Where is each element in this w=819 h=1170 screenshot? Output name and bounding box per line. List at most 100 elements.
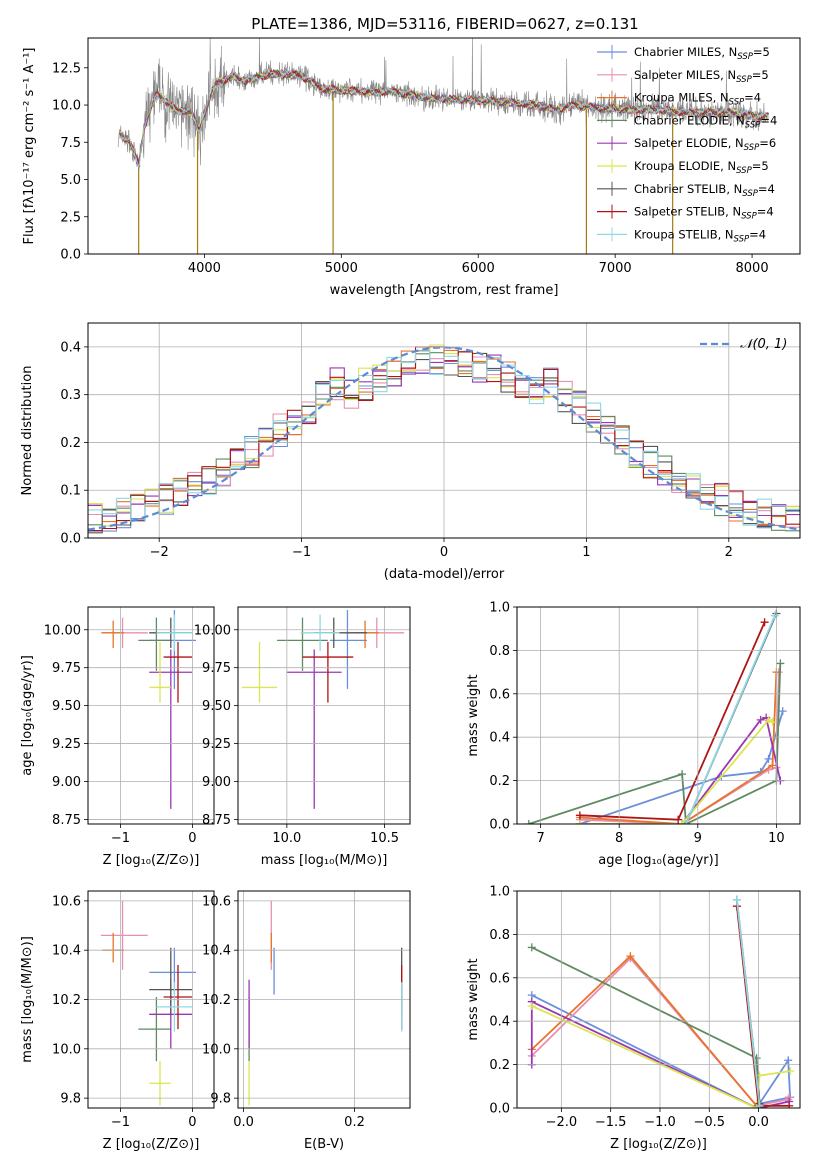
legend-count: =5 — [752, 68, 769, 82]
weight-point-kroupa_stelib — [770, 611, 779, 620]
legend-count: =4 — [749, 227, 766, 241]
y-tick-label: 0.8 — [489, 644, 510, 659]
weight-line-chabrier_miles — [579, 710, 784, 824]
panel-age_vs_mass: 10.0 10.5 8.75 9.00 9.25 9.50 9.75 10.00 mass [l… — [194, 606, 411, 868]
y-axis-label: mass weight — [466, 674, 481, 756]
y-tick-label: 5.0 — [60, 173, 81, 188]
x-tick-label: −2 — [150, 545, 169, 560]
y-tick-label: 0.3 — [60, 388, 81, 403]
legend-count: =4 — [744, 91, 761, 105]
y-tick-label: 12.5 — [52, 61, 81, 76]
y-tick-label: 10.00 — [194, 623, 231, 638]
x-tick-label: 9 — [694, 831, 702, 846]
weight-point-salpeter_stelib — [760, 618, 769, 627]
legend-count: =4 — [760, 113, 777, 127]
x-axis-label: mass [log₁₀(M/M⊙)] — [261, 853, 388, 868]
x-tick-label: 7000 — [599, 261, 632, 276]
legend-subscript: SSP — [736, 166, 752, 176]
model-line-chabrier_stelib — [119, 69, 769, 164]
plot-area-age_vs_Z — [100, 610, 196, 809]
x-tick-label: 4000 — [188, 261, 221, 276]
x-tick-label: −0.5 — [693, 1115, 725, 1130]
y-tick-label: 9.25 — [52, 737, 81, 752]
legend-subscript: SSP — [736, 75, 752, 85]
legend-text: Kroupa STELIB, N — [634, 227, 734, 241]
model-line-kroupa_stelib — [119, 69, 769, 169]
x-axis-label: (data-model)/error — [384, 567, 505, 582]
y-tick-label: 10.4 — [202, 944, 231, 959]
axes-frame — [87, 606, 215, 825]
y-tick-label: 0.2 — [60, 436, 81, 451]
legend-subscript: SSP — [744, 143, 760, 153]
y-tick-label: 0.8 — [489, 928, 510, 943]
y-tick-label: 9.50 — [202, 699, 231, 714]
y-tick-label: 1.0 — [489, 885, 510, 900]
legend-subscript: SSP — [729, 98, 745, 108]
legend-label: Salpeter STELIB, NSSP=4 — [634, 205, 774, 222]
axes-frame — [237, 606, 411, 825]
x-tick-label: 0.0 — [233, 1115, 254, 1130]
x-tick-label: −1 — [111, 831, 130, 846]
panel-spectrum: 4000 5000 6000 7000 8000 0.0 2.5 5.0 7.5 10.0 12.5… — [22, 37, 801, 298]
plot-area-mass_vs_Z — [100, 900, 196, 1106]
weight-point-kroupa_elodie — [786, 1067, 795, 1076]
x-tick-label: 8000 — [736, 261, 769, 276]
weight-point-kroupa_stelib — [682, 820, 691, 824]
y-tick-label: 0.4 — [489, 731, 510, 746]
y-tick-label: 7.5 — [60, 136, 81, 151]
y-axis-label: mass [log₁₀(M/M⊙)] — [20, 936, 35, 1063]
legend-label: Chabrier MILES, NSSP=5 — [634, 45, 770, 62]
weight-point-chabrier_miles — [764, 754, 773, 763]
weight-line-salpeter_elodie — [579, 716, 782, 824]
x-tick-label: −1 — [292, 545, 311, 560]
y-tick-label: 10.0 — [52, 99, 81, 114]
figure-title: PLATE=1386, MJD=53116, FIBERID=0627, z=0… — [251, 15, 638, 33]
y-tick-label: 10.0 — [202, 1042, 231, 1057]
legend-label: Kroupa ELODIE, NSSP=5 — [634, 159, 769, 176]
y-tick-label: 9.75 — [202, 661, 231, 676]
legend-label: Kroupa STELIB, NSSP=4 — [634, 227, 766, 244]
weight-point-chabrier_elodie — [678, 770, 687, 779]
y-tick-label: 10.4 — [52, 944, 81, 959]
x-tick-label: 0.2 — [344, 1115, 365, 1130]
y-tick-label: 9.8 — [210, 1092, 231, 1107]
plot-area-mass_weight_vs_age — [524, 609, 787, 824]
x-axis-label: Z [log₁₀(Z/Z⊙)] — [610, 1137, 707, 1152]
legend-text: Chabrier ELODIE, N — [634, 113, 745, 127]
legend-subscript: SSP — [741, 212, 757, 222]
y-tick-label: 0.6 — [489, 971, 510, 986]
legend-count: =5 — [752, 159, 769, 173]
weight-point-kroupa_elodie — [575, 820, 584, 824]
weight-line-kroupa_miles — [579, 672, 778, 824]
x-tick-label: 5000 — [325, 261, 358, 276]
y-axis-label: Flux [fλ10⁻¹⁷ erg cm⁻² s⁻¹ A⁻¹] — [22, 48, 37, 245]
x-tick-label: −1.5 — [595, 1115, 627, 1130]
plot-area-mass_vs_ebv — [248, 900, 403, 1106]
y-tick-label: 0.0 — [489, 1102, 510, 1117]
weight-line-kroupa_miles — [531, 954, 761, 1108]
legend-subscript: SSP — [737, 52, 753, 62]
x-tick-label: 10.0 — [272, 831, 301, 846]
panel-mass_vs_Z: −1 0 9.8 10.0 10.2 10.4 10.6 Z [log₁₀(Z/Z⊙)] mas… — [20, 890, 215, 1152]
weight-point-kroupa_elodie — [527, 1002, 536, 1011]
axes-frame — [87, 322, 801, 539]
y-tick-label: 8.75 — [202, 813, 231, 828]
weight-point-kroupa_stelib — [755, 1101, 764, 1108]
x-axis-label: E(B-V) — [304, 1137, 344, 1152]
panel-residual_hist: −2 −1 0 1 2 0.0 0.1 0.2 0.3 0.4 (data-model)/error… — [20, 322, 801, 582]
legend-subscript: SSP — [745, 120, 761, 130]
x-tick-label: 10 — [768, 831, 785, 846]
x-tick-label: 8 — [615, 831, 623, 846]
x-tick-label: 0.0 — [748, 1115, 769, 1130]
weight-point-kroupa_miles — [626, 952, 635, 961]
legend-text: Salpeter ELODIE, N — [634, 136, 744, 150]
weight-line-salpeter_miles — [579, 672, 780, 824]
y-tick-label: 10.2 — [52, 993, 81, 1008]
y-tick-label: 0.6 — [489, 687, 510, 702]
x-tick-label: 0 — [188, 831, 196, 846]
axes-frame — [516, 606, 801, 825]
axes-frame — [87, 890, 215, 1109]
weight-point-salpeter_stelib — [785, 1101, 794, 1108]
y-axis-label: mass weight — [466, 958, 481, 1040]
